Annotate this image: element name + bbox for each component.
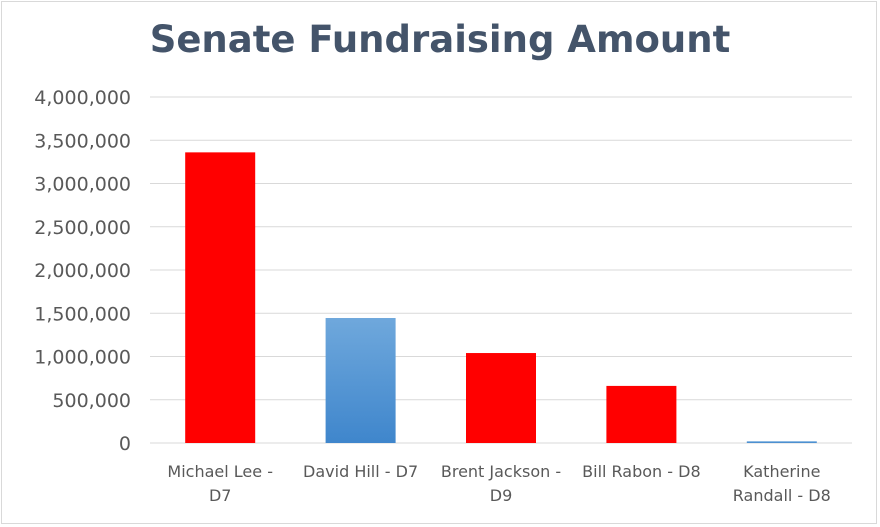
x-tick-label: D9 xyxy=(490,486,513,505)
bar xyxy=(606,385,677,443)
y-tick-label: 3,000,000 xyxy=(34,174,131,196)
x-tick-label: D7 xyxy=(209,486,232,505)
bar xyxy=(325,318,396,443)
x-tick-label: Michael Lee - xyxy=(167,462,273,481)
y-tick-label: 4,000,000 xyxy=(34,87,131,109)
y-tick-label: 1,500,000 xyxy=(34,303,131,325)
bar xyxy=(466,353,536,443)
y-tick-label: 0 xyxy=(119,433,131,455)
bar xyxy=(746,441,817,443)
y-tick-label: 2,500,000 xyxy=(34,217,131,239)
bar xyxy=(185,152,256,444)
x-tick-label: David Hill - D7 xyxy=(303,462,418,481)
y-tick-label: 1,000,000 xyxy=(34,347,131,369)
x-tick-label: Brent Jackson - xyxy=(441,462,561,481)
y-tick-label: 3,500,000 xyxy=(34,130,131,152)
x-tick-label: Bill Rabon - D8 xyxy=(582,462,701,481)
x-tick-label: Katherine xyxy=(743,462,820,481)
chart-title: Senate Fundraising Amount xyxy=(149,18,731,61)
x-tick-label: Randall - D8 xyxy=(733,486,831,505)
y-tick-label: 2,000,000 xyxy=(34,260,131,282)
y-tick-label: 500,000 xyxy=(52,390,131,412)
